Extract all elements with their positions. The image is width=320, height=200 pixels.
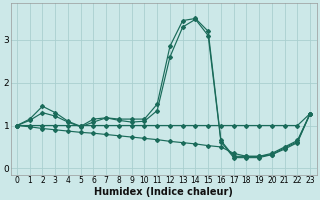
X-axis label: Humidex (Indice chaleur): Humidex (Indice chaleur) <box>94 187 233 197</box>
